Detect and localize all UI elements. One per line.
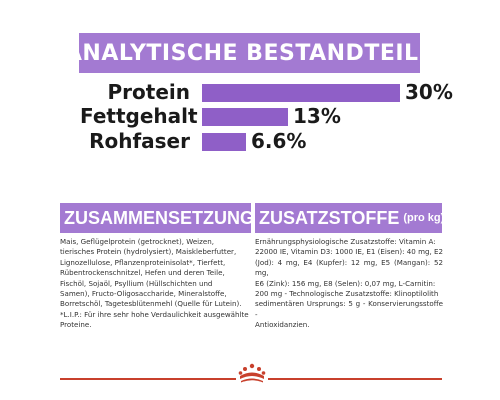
text-line: 200 mg - Technologische Zusatzstoffe: Kl… [255, 289, 439, 299]
additives-header: ZUSATZSTOFFE (pro kg) [255, 203, 442, 233]
nutrient-label: Protein [107, 80, 190, 104]
text-line: E6 (Zink): 156 mg, E8 (Selen): 0,07 mg, … [255, 278, 436, 288]
additives-text: Ernährungsphysiologische Zusatzstoffe: V… [255, 237, 443, 331]
section-banner-analytical: ANALYTISCHE BESTANDTEILE [65, 33, 434, 73]
royal-canin-crown-icon [238, 363, 266, 383]
text-line: tierisches Protein (hydrolysiert), Maisk… [60, 247, 237, 257]
nutrient-label: Rohfaser [89, 129, 190, 153]
text-line: *L.I.P.: Für ihre sehr hohe Verdaulichke… [60, 309, 249, 319]
text-line: 22000 IE, Vitamin D3: 1000 IE, E1 (Eisen… [255, 247, 443, 257]
text-line: Antioxidanzien. [255, 320, 310, 330]
footer-divider-right [268, 378, 442, 380]
footer-divider-left [60, 378, 236, 380]
nutrient-bar [202, 108, 288, 126]
text-line: Lignozellulose, Pflanzenproteinisolat*, … [60, 257, 226, 267]
text-line: Fischöl, Sojaöl, Psyllium (Hüllschichten… [60, 278, 213, 288]
additives-title: ZUSATZSTOFFE [259, 207, 400, 228]
text-line: Mais, Geflügelprotein (getrocknet), Weiz… [60, 237, 214, 246]
nutrient-bar [202, 84, 400, 102]
nutrient-value: 30% [405, 80, 453, 104]
text-line: (Jod): 4 mg, E4 (Kupfer): 12 mg, E5 (Man… [255, 257, 443, 278]
text-line: sedimentären Ursprungs: 5 g - Konservier… [255, 299, 443, 319]
text-line: Samen), Fructo-Oligosaccharide, Minerals… [60, 289, 227, 299]
additives-subtitle: (pro kg) [403, 212, 442, 224]
nutrient-value: 13% [293, 104, 341, 128]
page-title: ANALYTISCHE BESTANDTEILE [64, 40, 435, 66]
composition-text: Mais, Geflügelprotein (getrocknet), Weiz… [60, 237, 250, 331]
text-line: Ernährungsphysiologische Zusatzstoffe: V… [255, 237, 436, 246]
composition-title: ZUSAMMENSETZUNG [64, 207, 251, 228]
text-line: Proteine. [60, 320, 92, 330]
text-line: Rübentrockenschnitzel, Hefen und deren T… [60, 268, 225, 278]
nutrient-label: Fettgehalt [80, 104, 198, 128]
nutrient-value: 6.6% [251, 129, 307, 153]
composition-header: ZUSAMMENSETZUNG [60, 203, 251, 233]
text-line: Borretschöl, Tagetesblütenmehl (Quelle f… [60, 299, 242, 309]
nutrient-bar [202, 133, 246, 151]
